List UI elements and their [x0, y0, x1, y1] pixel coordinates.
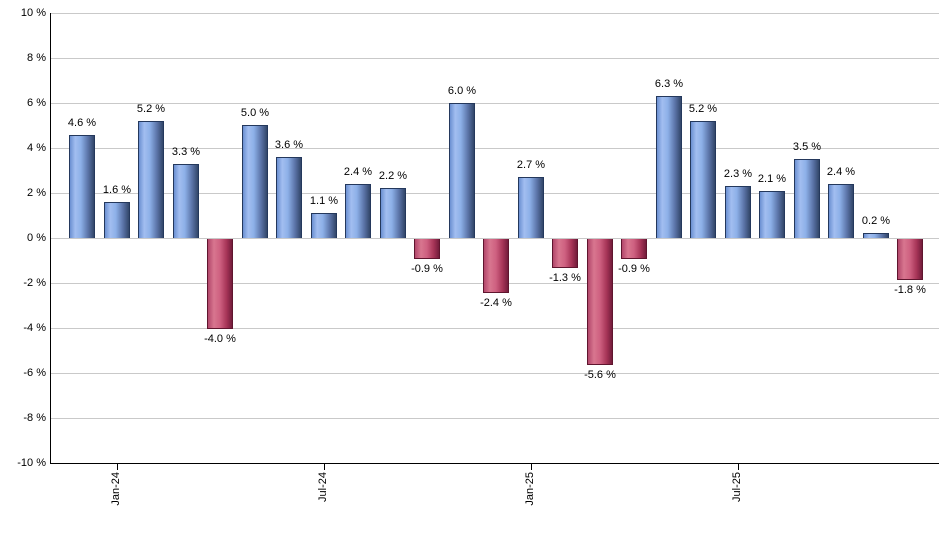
gridline [51, 148, 939, 149]
bar [690, 121, 716, 238]
bar [483, 239, 509, 293]
bar-value-label: -0.9 % [618, 263, 650, 275]
y-axis-tick-label: 0 % [27, 232, 46, 244]
bar-value-label: -1.8 % [894, 284, 926, 296]
bar [656, 96, 682, 238]
bar-value-label: 6.0 % [447, 85, 477, 97]
bar-value-label: 2.4 % [826, 166, 856, 178]
bar [311, 213, 337, 238]
y-axis-tick-label: -10 % [17, 457, 46, 469]
x-axis-tick-label: Jul-24 [317, 472, 329, 502]
x-axis-tick [324, 464, 325, 470]
bar-value-label: -2.4 % [480, 297, 512, 309]
bar [242, 125, 268, 238]
bar-value-label: 6.3 % [654, 78, 684, 90]
bar [828, 184, 854, 238]
gridline [51, 373, 939, 374]
gridline [51, 103, 939, 104]
gridline [51, 238, 939, 239]
plot-area: 4.6 % 1.6 % 5.2 % 3.3 % -4.0 % 5.0 % 3.6 % 1.1 … [50, 13, 939, 506]
bar [518, 177, 544, 238]
bar [621, 239, 647, 259]
y-axis-tick-label: -6 % [23, 367, 46, 379]
bar-value-label: 0.2 % [861, 215, 891, 227]
bar [138, 121, 164, 238]
bar-value-label: 5.2 % [688, 103, 718, 115]
gridline [51, 193, 939, 194]
y-axis-tick-label: 10 % [20, 7, 46, 19]
x-axis-tick [738, 464, 739, 470]
bar [173, 164, 199, 238]
bar-value-label: 3.3 % [171, 146, 201, 158]
bar-value-label: 5.0 % [240, 107, 270, 119]
bar-value-label: -0.9 % [411, 263, 443, 275]
x-axis-tick-label: Jan-24 [110, 472, 122, 506]
bar [345, 184, 371, 238]
bar-value-label: 2.7 % [516, 159, 546, 171]
y-axis-tick-label: -2 % [23, 277, 46, 289]
bar-value-label: -5.6 % [584, 369, 616, 381]
bar-value-label: 1.1 % [309, 195, 339, 207]
bar [104, 202, 130, 238]
x-axis-tick [117, 464, 118, 470]
bar [897, 239, 923, 280]
bar [276, 157, 302, 238]
bar-value-label: -1.3 % [549, 272, 581, 284]
bar [759, 191, 785, 238]
bar-value-label: 1.6 % [102, 184, 132, 196]
bar [552, 239, 578, 268]
gridline [51, 13, 939, 14]
gridline [51, 328, 939, 329]
bar [380, 188, 406, 238]
y-axis-tick-label: 2 % [27, 187, 46, 199]
y-axis-tick-label: -8 % [23, 412, 46, 424]
bar-value-label: 2.3 % [723, 168, 753, 180]
bar-value-label: 2.4 % [343, 166, 373, 178]
bar-value-label: 4.6 % [67, 117, 97, 129]
bar [449, 103, 475, 238]
x-axis-tick-label: Jul-25 [731, 472, 743, 502]
bar [863, 233, 889, 238]
bar [725, 186, 751, 238]
bar [794, 159, 820, 238]
x-axis-tick-label: Jan-25 [524, 472, 536, 506]
x-axis-tick [531, 464, 532, 470]
y-axis-tick-label: 6 % [27, 97, 46, 109]
bar-value-label: 3.6 % [274, 139, 304, 151]
y-axis-tick-label: -4 % [23, 322, 46, 334]
bar-value-label: 5.2 % [136, 103, 166, 115]
gridline [51, 58, 939, 59]
y-axis-tick-label: 8 % [27, 52, 46, 64]
gridline [51, 418, 939, 419]
bar-value-label: 2.2 % [378, 170, 408, 182]
bar [207, 239, 233, 329]
y-axis-tick-label: 4 % [27, 142, 46, 154]
bar [587, 239, 613, 365]
bar [414, 239, 440, 259]
bar-value-label: -4.0 % [204, 333, 236, 345]
bar-value-label: 3.5 % [792, 141, 822, 153]
bar [69, 135, 95, 238]
bar-value-label: 2.1 % [757, 173, 787, 185]
